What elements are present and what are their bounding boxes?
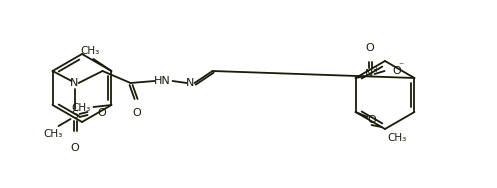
Text: N: N bbox=[186, 78, 195, 88]
Text: O: O bbox=[367, 115, 376, 125]
Text: O: O bbox=[70, 143, 79, 153]
Text: O: O bbox=[97, 108, 106, 118]
Text: N: N bbox=[365, 69, 374, 79]
Text: CH₃: CH₃ bbox=[388, 133, 407, 143]
Text: +: + bbox=[372, 64, 379, 74]
Text: ⁻: ⁻ bbox=[398, 61, 403, 71]
Text: S: S bbox=[71, 110, 78, 120]
Text: O: O bbox=[393, 66, 401, 76]
Text: CH₃: CH₃ bbox=[43, 129, 62, 139]
Text: O: O bbox=[132, 108, 141, 118]
Text: HN: HN bbox=[154, 76, 171, 86]
Text: CH₃: CH₃ bbox=[81, 46, 100, 56]
Text: CH₃: CH₃ bbox=[71, 103, 90, 113]
Text: N: N bbox=[71, 78, 79, 88]
Text: O: O bbox=[365, 43, 374, 53]
